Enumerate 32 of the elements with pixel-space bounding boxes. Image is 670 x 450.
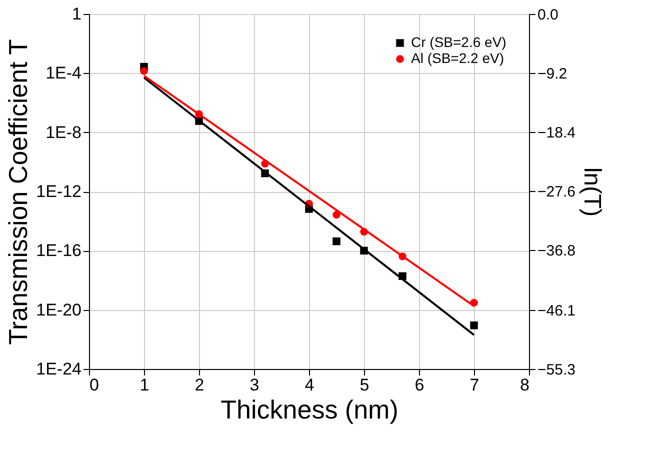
y-tick-label: 1E-12	[36, 182, 82, 201]
x-tick-label: 4	[304, 376, 314, 394]
point	[332, 237, 340, 246]
x-tick-label: 6	[414, 376, 424, 394]
y2-tick-label: −27.6	[538, 184, 576, 201]
y-tick-label: 1E-8	[46, 122, 82, 142]
y-tick-label: 1E-20	[36, 300, 82, 320]
x-tick-label: 1	[140, 376, 150, 394]
legend-label: Al (SB=2.2 eV)	[411, 50, 504, 66]
y2-tick-label: −36.8	[538, 242, 576, 260]
y2-tick-label: −9.2	[538, 66, 568, 83]
y2-tick-label: −46.1	[538, 302, 576, 320]
y2-tick-label: −55.3	[538, 362, 576, 378]
x-axis-title: Thickness (nm)	[220, 394, 398, 424]
y-tick-label: 1	[72, 4, 82, 24]
x-tick-label: 5	[360, 376, 370, 394]
y2-tick-label: −18.4	[538, 124, 576, 142]
x-tick-label: 8	[520, 376, 530, 394]
y-axis-title: Transmission Coefficient T	[3, 38, 34, 345]
x-tick-label: 0	[90, 376, 99, 394]
y2-tick-label: 0.0	[538, 6, 558, 24]
x-tick-label: 3	[250, 376, 260, 394]
x-tick-label: 7	[470, 376, 480, 394]
y2-axis-title: ln(T)	[578, 167, 606, 217]
y-tick-label: 1E-4	[46, 64, 82, 83]
point	[332, 210, 340, 219]
y-tick-label: 1E-24	[36, 360, 82, 378]
point	[140, 67, 148, 75]
point	[470, 322, 478, 330]
y-tick-label: 1E-16	[36, 241, 82, 260]
legend-label: Cr (SB=2.6 eV)	[411, 34, 506, 50]
x-tick-label: 2	[194, 376, 204, 394]
